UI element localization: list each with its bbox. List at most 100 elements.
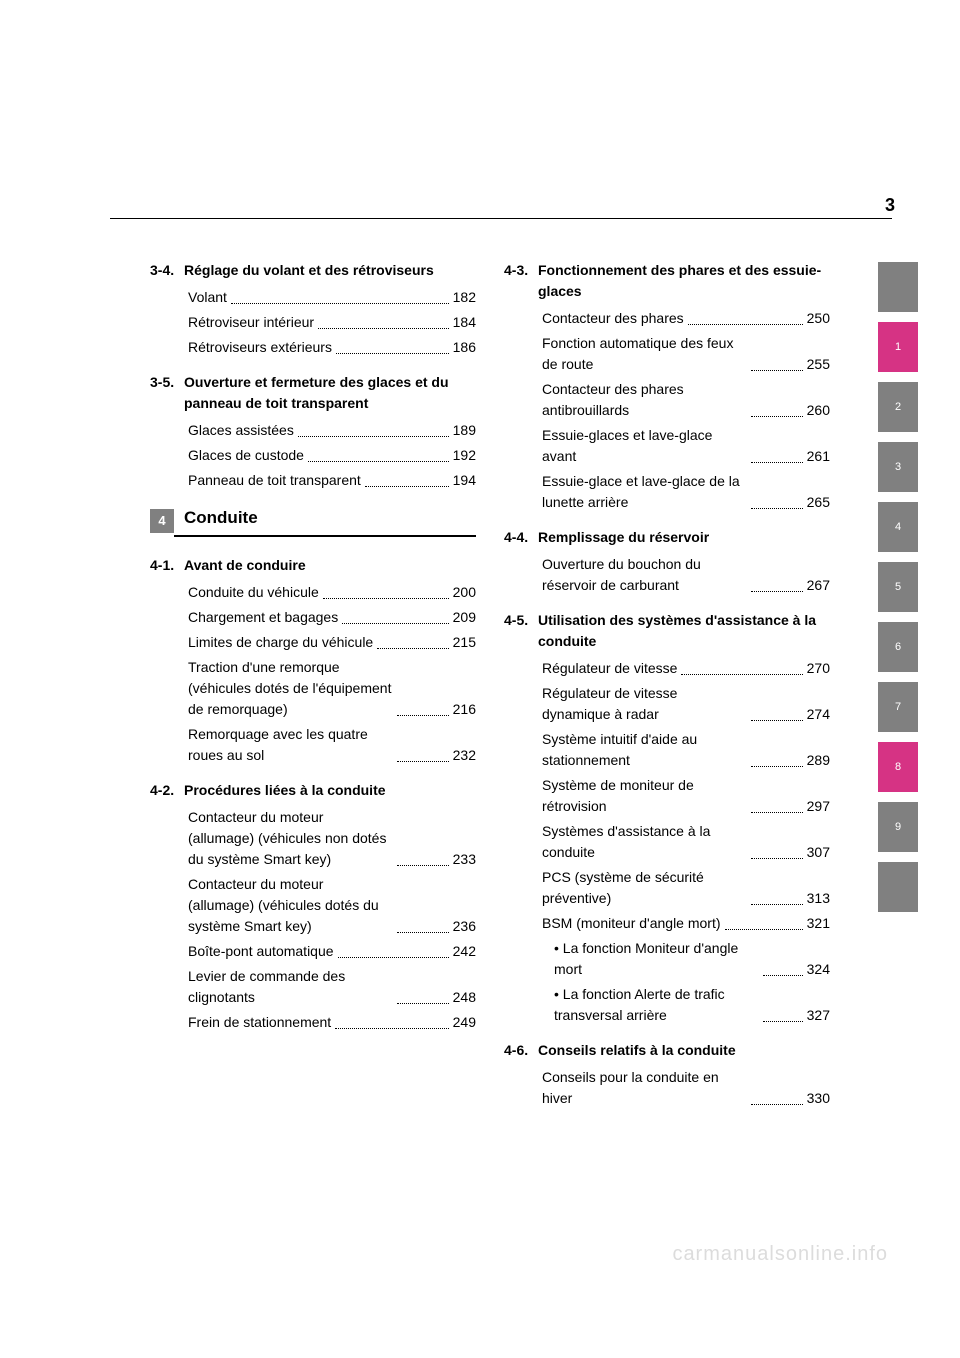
right-column: 4-3.Fonctionnement des phares et des ess… <box>504 260 830 1123</box>
entry-page: 200 <box>453 582 476 603</box>
entry-page: 327 <box>807 1005 830 1026</box>
side-tab-7[interactable]: 7 <box>878 682 918 732</box>
toc-entry: Frein de stationnement249 <box>188 1012 476 1033</box>
leader-dots <box>751 416 803 417</box>
toc-entry: Conseils pour la conduite en hiver330 <box>542 1067 830 1109</box>
section-title: Conseils relatifs à la conduite <box>538 1040 826 1061</box>
entry-page: 265 <box>807 492 830 513</box>
entry-label: Glaces de custode <box>188 445 304 466</box>
entry-page: 270 <box>807 658 830 679</box>
toc-entry: Glaces assistées189 <box>188 420 476 441</box>
toc-entry: Système de moniteur de rétrovision297 <box>542 775 830 817</box>
entry-label: Limites de charge du véhicule <box>188 632 373 653</box>
section-title: Remplissage du réservoir <box>538 527 826 548</box>
entry-label: Glaces assistées <box>188 420 294 441</box>
entry-label: Système intuitif d'aide au stationnement <box>542 729 747 771</box>
leader-dots <box>397 865 449 866</box>
entry-page: 182 <box>453 287 476 308</box>
leader-dots <box>397 932 449 933</box>
side-tab-5[interactable]: 5 <box>878 562 918 612</box>
leader-dots <box>751 720 803 721</box>
toc-section: 4-1.Avant de conduireConduite du véhicul… <box>150 555 476 766</box>
entry-label: Chargement et bagages <box>188 607 338 628</box>
entry-label: Fonction automatique des feux de route <box>542 333 747 375</box>
leader-dots <box>751 858 803 859</box>
side-tab-4[interactable]: 4 <box>878 502 918 552</box>
entry-page: 216 <box>453 699 476 720</box>
entry-label: Régulateur de vitesse <box>542 658 677 679</box>
entry-label: Contacteur du moteur (allumage) (véhicul… <box>188 874 393 937</box>
toc-entry: Régulateur de vitesse dynamique à radar 2… <box>542 683 830 725</box>
entry-page: 274 <box>807 704 830 725</box>
toc-section: 3-4.Réglage du volant et des rétroviseur… <box>150 260 476 358</box>
leader-dots <box>751 462 803 463</box>
entry-label: Rétroviseur intérieur <box>188 312 314 333</box>
entry-label: Volant <box>188 287 227 308</box>
entry-page: 289 <box>807 750 830 771</box>
toc-entry: Système intuitif d'aide au stationnement… <box>542 729 830 771</box>
toc-entry: Contacteur du moteur (allumage) (véhicul… <box>188 874 476 937</box>
side-tab-blank[interactable] <box>878 862 918 912</box>
entry-label: • La fonction Moniteur d'angle mort <box>554 938 759 980</box>
entry-label: Conduite du véhicule <box>188 582 319 603</box>
side-tab-8[interactable]: 8 <box>878 742 918 792</box>
leader-dots <box>751 812 803 813</box>
toc-section: 3-5.Ouverture et fermeture des glaces et… <box>150 372 476 491</box>
leader-dots <box>725 929 803 930</box>
entry-label: Frein de stationnement <box>188 1012 331 1033</box>
section-title: Réglage du volant et des rétroviseurs <box>184 260 472 281</box>
page-number: 3 <box>885 195 895 216</box>
leader-dots <box>318 328 449 329</box>
section-number: 4-3. <box>504 260 538 281</box>
toc-entry: Rétroviseur intérieur184 <box>188 312 476 333</box>
toc-entry: Régulateur de vitesse 270 <box>542 658 830 679</box>
section-title: Procédures liées à la conduite <box>184 780 472 801</box>
chapter-number-box: 4 <box>150 509 174 533</box>
entry-page: 307 <box>807 842 830 863</box>
entry-label: Rétroviseurs extérieurs <box>188 337 332 358</box>
left-column: 3-4.Réglage du volant et des rétroviseur… <box>150 260 476 1123</box>
toc-section: 4-6.Conseils relatifs à la conduiteConse… <box>504 1040 830 1109</box>
entry-page: 248 <box>453 987 476 1008</box>
entry-label: Boîte-pont automatique <box>188 941 334 962</box>
side-tab-3[interactable]: 3 <box>878 442 918 492</box>
leader-dots <box>763 1021 803 1022</box>
entry-label: Essuie-glace et lave-glace de la lunette… <box>542 471 747 513</box>
leader-dots <box>751 904 803 905</box>
leader-dots <box>342 623 448 624</box>
side-tab-blank[interactable] <box>878 262 918 312</box>
leader-dots <box>335 1028 448 1029</box>
content-columns: 3-4.Réglage du volant et des rétroviseur… <box>150 260 830 1123</box>
leader-dots <box>763 975 803 976</box>
side-tab-6[interactable]: 6 <box>878 622 918 672</box>
entry-label: Conseils pour la conduite en hiver <box>542 1067 747 1109</box>
toc-entry: Boîte-pont automatique242 <box>188 941 476 962</box>
toc-entry: Essuie-glace et lave-glace de la lunette… <box>542 471 830 513</box>
section-number: 3-4. <box>150 260 184 281</box>
side-tab-2[interactable]: 2 <box>878 382 918 432</box>
leader-dots <box>751 1104 803 1105</box>
leader-dots <box>231 303 449 304</box>
entry-page: 236 <box>453 916 476 937</box>
leader-dots <box>298 436 449 437</box>
section-title: Utilisation des systèmes d'assistance à … <box>538 610 826 652</box>
leader-dots <box>397 1003 449 1004</box>
toc-entry: Contacteur des phares antibrouillards260 <box>542 379 830 421</box>
entry-page: 194 <box>453 470 476 491</box>
entry-label: Levier de commande des clignotants <box>188 966 393 1008</box>
entry-label: Essuie-glaces et lave-glace avant <box>542 425 747 467</box>
toc-entry: BSM (moniteur d'angle mort)321 <box>542 913 830 934</box>
chapter-bar: 4 Conduite <box>150 505 476 537</box>
entry-page: 324 <box>807 959 830 980</box>
toc-section: 4-5.Utilisation des systèmes d'assistanc… <box>504 610 830 1026</box>
side-tab-9[interactable]: 9 <box>878 802 918 852</box>
leader-dots <box>751 370 803 371</box>
chapter-title: Conduite <box>184 505 476 531</box>
entry-page: 260 <box>807 400 830 421</box>
entry-page: 250 <box>807 308 830 329</box>
toc-entry: • La fonction Alerte de trafic transvers… <box>542 984 830 1026</box>
entry-label: Régulateur de vitesse dynamique à radar <box>542 683 747 725</box>
side-tab-1[interactable]: 1 <box>878 322 918 372</box>
section-number: 4-4. <box>504 527 538 548</box>
entry-page: 232 <box>453 745 476 766</box>
